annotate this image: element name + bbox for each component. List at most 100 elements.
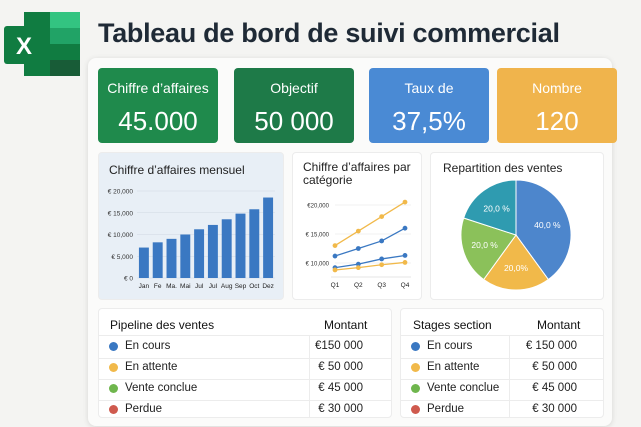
y-tick-label: € 20,000 <box>108 189 134 196</box>
table-header-amount: Montant <box>537 318 581 332</box>
bar <box>235 213 246 278</box>
pipeline-table: Pipeline des ventes Montant En cours €15… <box>98 308 392 418</box>
row-name: Vente conclue <box>125 382 198 394</box>
x-tick-label: Ma. <box>166 283 177 290</box>
status-dot <box>411 342 420 351</box>
kpi-label: Nombre <box>532 80 582 96</box>
table-header-name: Stages section <box>413 318 492 332</box>
bar <box>221 219 232 278</box>
table-row[interactable]: En attente € 50 000 <box>401 358 603 379</box>
series-point <box>379 256 385 262</box>
status-dot <box>411 384 420 393</box>
category-revenue-card[interactable]: Chiffre d’affaires par catégorie € 10,00… <box>292 152 422 300</box>
y-tick-label: € 15,000 <box>108 210 134 217</box>
series-line <box>334 261 406 271</box>
kpi-card-rate[interactable]: Taux de 37,5% <box>369 68 489 143</box>
x-tick-label: Dez <box>262 283 274 290</box>
series-point <box>402 260 408 265</box>
table-header-name: Pipeline des ventes <box>110 318 215 332</box>
kpi-value: 45.000 <box>118 106 198 136</box>
monthly-bar-chart: € 0 € 5,000 € 10,000 € 15,000 € 20,000 Jan Fe M… <box>108 189 275 290</box>
y-tick-label: €20,000 <box>307 204 329 210</box>
series-point <box>402 225 408 231</box>
slice-label: 20,0 % <box>471 240 498 250</box>
table-header-amount: Montant <box>324 318 368 332</box>
table-row[interactable]: En cours €150 000 <box>99 337 391 358</box>
x-tick-label: Fe <box>154 283 162 290</box>
table-row[interactable]: En cours € 150 000 <box>401 337 603 358</box>
x-tick-label: Q1 <box>331 282 340 289</box>
bar <box>166 238 177 278</box>
kpi-label: Chiffre d’affaires <box>107 80 209 96</box>
x-tick-label: Aug <box>221 283 233 290</box>
series-point <box>379 214 385 219</box>
status-dot <box>109 384 118 393</box>
row-amount: € 50 000 <box>532 361 577 373</box>
kpi-value: 37,5% <box>392 106 466 136</box>
row-amount: € 45 000 <box>318 382 363 394</box>
table-row[interactable]: Perdue € 30 000 <box>401 400 603 421</box>
row-amount: € 150 000 <box>525 340 577 352</box>
x-tick-label: Q3 <box>377 282 386 289</box>
table-row[interactable]: Perdue € 30 000 <box>99 400 391 421</box>
y-tick-label: € 5,000 <box>111 254 133 261</box>
series-point <box>355 265 361 271</box>
x-tick-label: Sep <box>235 283 247 290</box>
chart-title: Chiffre d’affaires par catégorie <box>303 161 411 187</box>
row-name: En cours <box>125 340 171 352</box>
table-row[interactable]: En attente € 50 000 <box>99 358 391 379</box>
x-tick-label: Q2 <box>354 282 363 289</box>
row-name: Perdue <box>427 403 465 415</box>
kpi-card-revenue[interactable]: Chiffre d’affaires 45.000 <box>98 68 218 143</box>
sales-pie-chart: 40,0 % 20,0% 20,0 % 20,0 % <box>460 179 572 291</box>
series-point <box>332 253 338 259</box>
sales-distribution-card[interactable]: Repartition des ventes 40,0 % 20,0% 20,0 %… <box>430 152 604 300</box>
row-amount: €150 000 <box>315 340 363 352</box>
status-dot <box>411 405 420 414</box>
x-tick-label: Oct <box>249 283 259 290</box>
row-amount: € 50 000 <box>318 361 363 373</box>
series-point <box>355 246 361 251</box>
pie-slice <box>463 179 517 236</box>
x-tick-label: Jul <box>209 283 218 290</box>
y-tick-label: € 10,000 <box>108 232 134 239</box>
series-point <box>332 243 338 248</box>
chart-title: Chiffre d’affaires mensuel <box>109 163 245 177</box>
row-name: En cours <box>427 340 473 352</box>
y-tick-label: € 10,000 <box>306 262 330 268</box>
x-tick-label: Mai <box>180 283 190 290</box>
x-tick-label: Jul <box>195 283 204 290</box>
bar <box>207 224 218 278</box>
series-point <box>379 262 385 268</box>
pie-slice <box>460 217 517 281</box>
stages-table: Stages section Montant En cours € 150 00… <box>400 308 604 418</box>
series-point <box>355 228 361 234</box>
slice-label: 20,0 % <box>483 203 510 213</box>
chart-title-line1: Chiffre d’affaires par <box>303 160 411 174</box>
bar <box>194 229 205 278</box>
row-name: Vente conclue <box>427 382 500 394</box>
y-tick-label: € 15,000 <box>306 233 330 239</box>
chart-title-line2: catégorie <box>303 173 353 187</box>
bar <box>138 247 149 278</box>
x-tick-label: Jan <box>139 283 150 290</box>
monthly-revenue-card[interactable]: Chiffre d’affaires mensuel € 0 € 5,000 € 1… <box>98 152 284 300</box>
slice-label: 20,0% <box>504 263 529 273</box>
excel-icon: X <box>4 12 80 76</box>
row-name: Perdue <box>125 403 163 415</box>
status-dot <box>109 342 118 351</box>
category-line-chart: € 10,000 € 15,000 €20,000 Q1 Q2 Q3 Q4 <box>306 199 411 289</box>
kpi-label: Taux de <box>404 80 454 96</box>
row-amount: € 45 000 <box>532 382 577 394</box>
bar <box>152 242 163 278</box>
table-row[interactable]: Vente conclue € 45 000 <box>401 379 603 400</box>
x-tick-label: Q4 <box>401 282 410 289</box>
status-dot <box>109 363 118 372</box>
bar <box>180 234 191 278</box>
kpi-card-objective[interactable]: Objectif 50 000 <box>234 68 354 143</box>
row-name: En attente <box>125 361 178 373</box>
series-point <box>402 199 408 205</box>
kpi-card-count[interactable]: Nombre 120 <box>497 68 617 143</box>
series-line <box>334 227 406 257</box>
table-row[interactable]: Vente conclue € 45 000 <box>99 379 391 400</box>
